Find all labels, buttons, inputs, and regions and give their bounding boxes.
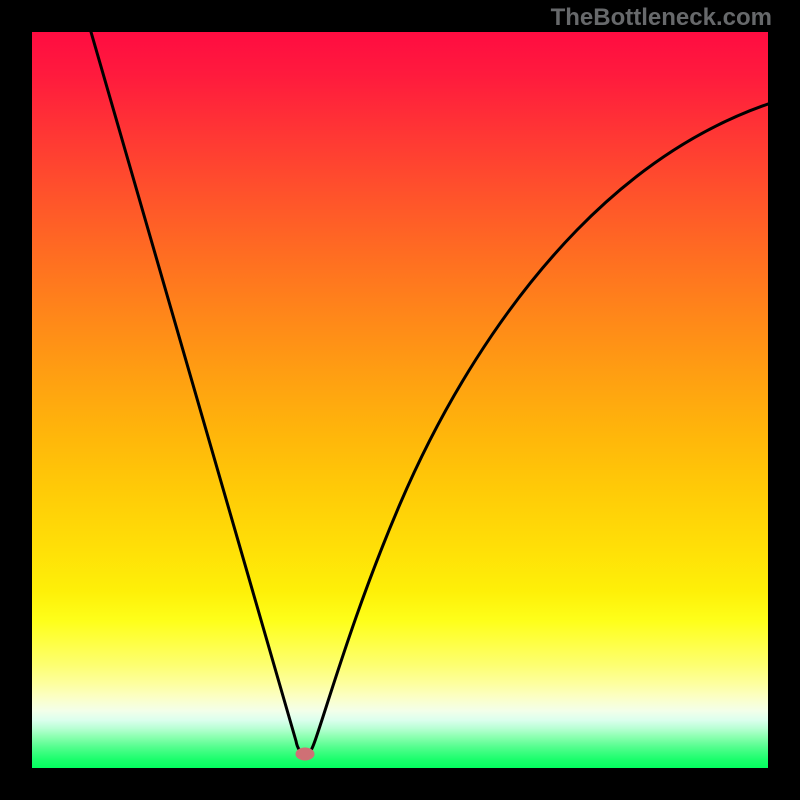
watermark-text: TheBottleneck.com [551,4,772,32]
minimum-marker [296,748,314,760]
chart-svg [32,32,768,768]
plot-area [32,32,768,768]
gradient-background [32,32,768,768]
